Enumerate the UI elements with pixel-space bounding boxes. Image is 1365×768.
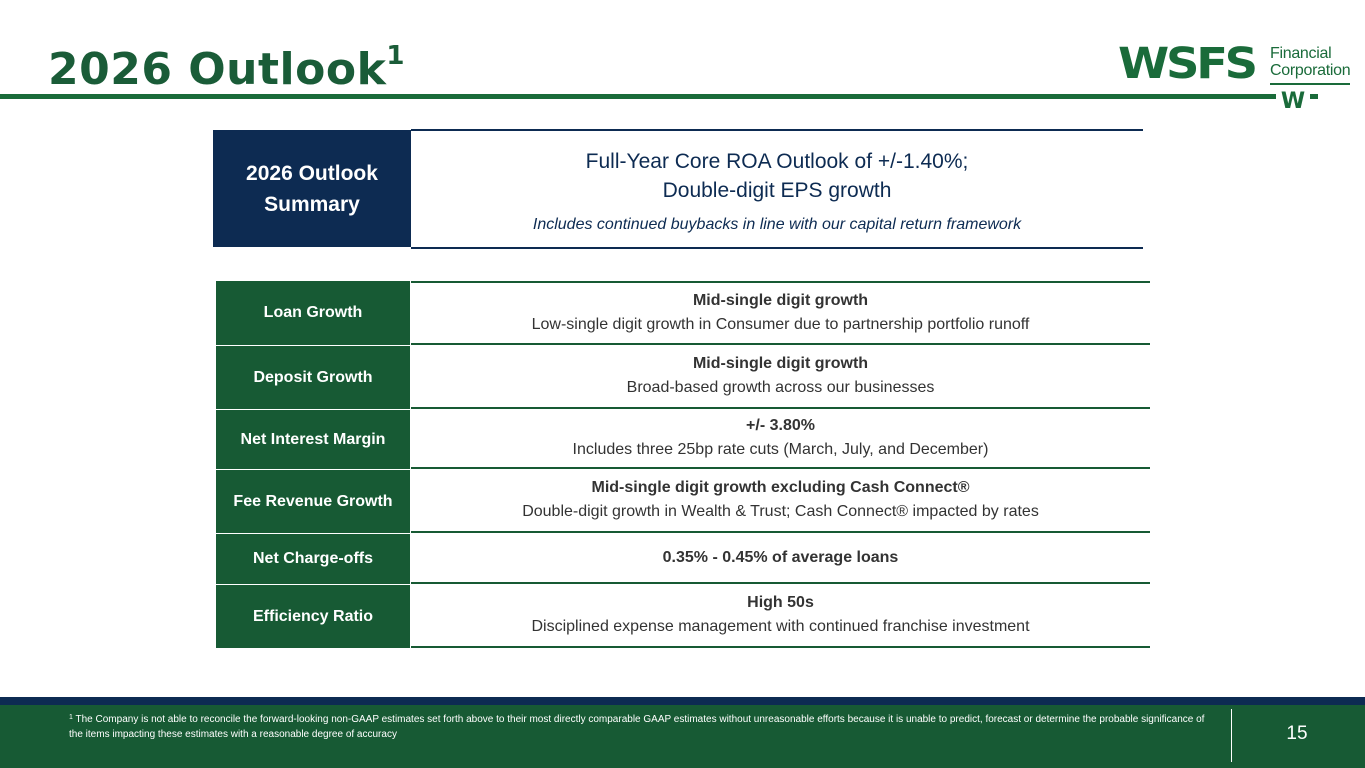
title-underline	[0, 94, 1318, 99]
page-title: 2026 Outlook1	[48, 40, 405, 100]
metric-row-net-charge-offs: Net Charge-offs 0.35% - 0.45% of average…	[216, 533, 1150, 584]
metric-detail: Double-digit growth in Wealth & Trust; C…	[522, 503, 1039, 520]
metric-detail: Low-single digit growth in Consumer due …	[531, 316, 1030, 333]
wsfs-logo: WSFS Financial Corporation W	[1118, 42, 1353, 116]
footer-accent-band	[0, 697, 1365, 705]
metric-headline: Mid-single digit growth	[692, 292, 869, 309]
metric-row-deposit-growth: Deposit Growth Mid-single digit growth B…	[216, 345, 1150, 409]
logo-divider	[1270, 83, 1350, 85]
footer: 1 The Company is not able to reconcile t…	[0, 705, 1365, 768]
footnote: 1 The Company is not able to reconcile t…	[69, 712, 1219, 742]
metrics-table: Loan Growth Mid-single digit growth Low-…	[216, 281, 1150, 648]
metric-headline: Mid-single digit growth excluding Cash C…	[591, 479, 970, 496]
footer-divider	[1231, 709, 1232, 762]
metric-row-efficiency-ratio: Efficiency Ratio High 50s Disciplined ex…	[216, 584, 1150, 648]
page-title-text: 2026 Outlook	[48, 44, 387, 95]
metric-headline: +/- 3.80%	[746, 417, 815, 434]
logo-line1: Financial	[1270, 45, 1332, 62]
metric-headline: High 50s	[747, 594, 814, 611]
metric-label: Loan Growth	[216, 281, 410, 345]
footnote-text: The Company is not able to reconcile the…	[69, 714, 1205, 740]
summary-main-line1: Full-Year Core ROA Outlook of +/-1.40%;	[585, 150, 969, 173]
metric-value: Mid-single digit growth excluding Cash C…	[411, 469, 1150, 533]
summary-subtext: Includes continued buybacks in line with…	[532, 216, 1022, 233]
summary-headline: Full-Year Core ROA Outlook of +/-1.40%; …	[411, 147, 1143, 205]
summary-main-line2: Double-digit EPS growth	[662, 179, 892, 202]
metric-row-net-interest-margin: Net Interest Margin +/- 3.80% Includes t…	[216, 409, 1150, 469]
logo-wordmark: WSFS	[1118, 39, 1258, 89]
metric-value: High 50s Disciplined expense management …	[411, 584, 1150, 648]
logo-emblem-icon: W	[1276, 90, 1310, 116]
metric-value: +/- 3.80% Includes three 25bp rate cuts …	[411, 409, 1150, 469]
summary-label-line1: 2026 Outlook	[246, 161, 378, 185]
metric-label: Deposit Growth	[216, 345, 410, 409]
metric-detail: Broad-based growth across our businesses	[626, 379, 935, 396]
metric-label: Net Charge-offs	[216, 533, 410, 584]
metric-value: 0.35% - 0.45% of average loans	[411, 533, 1150, 584]
title-footnote-marker: 1	[386, 41, 405, 71]
metric-row-fee-revenue-growth: Fee Revenue Growth Mid-single digit grow…	[216, 469, 1150, 533]
summary-label: 2026 Outlook Summary	[213, 130, 411, 247]
logo-line2: Corporation	[1270, 62, 1351, 79]
metric-row-loan-growth: Loan Growth Mid-single digit growth Low-…	[216, 281, 1150, 345]
logo-corporate-name: Financial Corporation	[1270, 45, 1351, 79]
footnote-marker: 1	[69, 714, 73, 721]
metric-headline: Mid-single digit growth	[692, 355, 869, 372]
metric-headline: 0.35% - 0.45% of average loans	[662, 548, 899, 566]
summary-content: Full-Year Core ROA Outlook of +/-1.40%; …	[411, 129, 1143, 249]
metric-label: Efficiency Ratio	[216, 584, 410, 648]
metric-detail: Disciplined expense management with cont…	[531, 618, 1030, 635]
metric-value: Mid-single digit growth Broad-based grow…	[411, 345, 1150, 409]
page-number: 15	[1286, 723, 1308, 744]
metric-detail: Includes three 25bp rate cuts (March, Ju…	[572, 441, 989, 458]
metric-label: Fee Revenue Growth	[216, 469, 410, 533]
metric-value: Mid-single digit growth Low-single digit…	[411, 281, 1150, 345]
summary-label-line2: Summary	[264, 192, 360, 216]
metric-label: Net Interest Margin	[216, 409, 410, 469]
